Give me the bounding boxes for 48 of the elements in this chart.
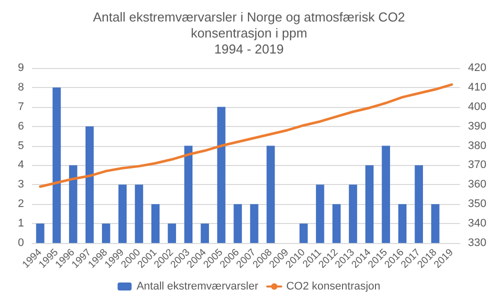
y-tick-label: 3 [18, 178, 24, 191]
bar [151, 204, 160, 243]
y2-tick-label: 420 [468, 62, 486, 74]
bar [234, 204, 242, 243]
y-tick-label: 9 [18, 62, 24, 74]
bar [348, 184, 358, 243]
bar [52, 87, 61, 243]
y2-tick-label: 400 [468, 100, 486, 113]
bar [217, 106, 226, 243]
bar [431, 204, 440, 243]
y2-tick-label: 360 [468, 178, 486, 191]
y-tick-label: 4 [18, 159, 24, 172]
bar [184, 146, 192, 243]
bar [200, 224, 209, 243]
legend-label: CO2 konsentrasjon [286, 280, 380, 292]
y-tick-label: 6 [18, 120, 24, 132]
bar [168, 224, 176, 243]
y2-tick-label: 370 [468, 159, 486, 172]
y2-tick-label: 340 [468, 218, 486, 230]
y2-tick-label: 390 [468, 120, 486, 132]
bar [266, 146, 275, 243]
y2-tick-label: 350 [468, 198, 486, 210]
bar [86, 126, 94, 243]
bar [300, 224, 308, 243]
y2-tick-label: 410 [468, 81, 486, 94]
legend-label: Antall ekstremværvarsler [136, 280, 259, 292]
bar [250, 204, 258, 243]
y-tick-label: 2 [18, 198, 24, 210]
y2-tick-label: 330 [468, 237, 486, 249]
line-series [38, 83, 454, 188]
chart-title: Antall ekstremværvarsler i Norge og atmosfærisk CO2 konsentrasjon i ppm 1994 - 2019 [92, 10, 406, 56]
bar [414, 165, 423, 243]
bar [398, 204, 406, 243]
bar [332, 204, 341, 243]
bar [36, 224, 44, 243]
y-tick-label: 8 [18, 81, 24, 94]
bar [69, 165, 78, 243]
bar [316, 184, 324, 243]
y-tick-label: 0 [18, 237, 24, 249]
y-tick-label: 1 [18, 218, 24, 230]
bar [382, 146, 390, 243]
bar [365, 165, 374, 243]
bar [134, 184, 144, 243]
bar [118, 184, 127, 243]
y-tick-label: 7 [18, 100, 24, 113]
bar [102, 224, 110, 243]
y-tick-label: 5 [18, 140, 24, 152]
y2-tick-label: 380 [468, 140, 486, 152]
